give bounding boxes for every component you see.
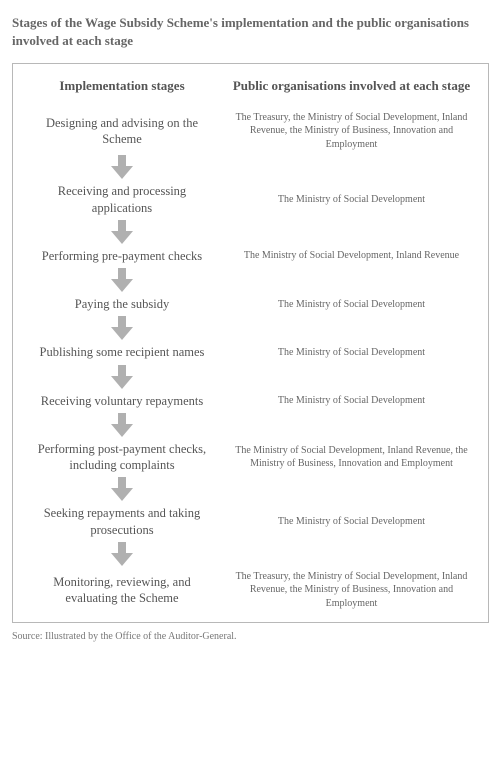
stage-label: Performing pre-payment checks (21, 248, 223, 264)
stage-label: Receiving and processing applications (21, 183, 223, 216)
stages-container: Designing and advising on the SchemeThe … (21, 111, 480, 611)
stage-organisations: The Ministry of Social Development (223, 515, 480, 529)
stage-row: Paying the subsidyThe Ministry of Social… (21, 296, 480, 312)
arrow-cell (21, 361, 223, 393)
stage-label: Publishing some recipient names (21, 344, 223, 360)
stage-row: Publishing some recipient namesThe Minis… (21, 344, 480, 360)
arrow-row (21, 312, 480, 344)
arrow-cell (21, 264, 223, 296)
stage-row: Seeking repayments and taking prosecutio… (21, 505, 480, 538)
arrow-cell (21, 473, 223, 505)
arrow-row (21, 409, 480, 441)
arrow-row (21, 361, 480, 393)
stage-row: Performing pre-payment checksThe Ministr… (21, 248, 480, 264)
down-arrow-icon (111, 316, 133, 340)
stage-organisations: The Ministry of Social Development, Inla… (223, 444, 480, 471)
header-left: Implementation stages (21, 78, 223, 95)
stage-label: Performing post-payment checks, includin… (21, 441, 223, 474)
down-arrow-icon (111, 365, 133, 389)
stage-organisations: The Ministry of Social Development (223, 346, 480, 360)
arrow-cell (21, 409, 223, 441)
stage-row: Designing and advising on the SchemeThe … (21, 111, 480, 152)
arrow-row (21, 473, 480, 505)
down-arrow-icon (111, 220, 133, 244)
arrow-row (21, 216, 480, 248)
arrow-cell (21, 312, 223, 344)
stage-label: Paying the subsidy (21, 296, 223, 312)
figure-title: Stages of the Wage Subsidy Scheme's impl… (12, 14, 489, 49)
down-arrow-icon (111, 413, 133, 437)
down-arrow-icon (111, 477, 133, 501)
stage-row: Monitoring, reviewing, and evaluating th… (21, 570, 480, 611)
stage-label: Designing and advising on the Scheme (21, 115, 223, 148)
source-note: Source: Illustrated by the Office of the… (12, 631, 489, 642)
stage-organisations: The Ministry of Social Development, Inla… (223, 249, 480, 263)
stage-label: Seeking repayments and taking prosecutio… (21, 505, 223, 538)
arrow-row (21, 151, 480, 183)
down-arrow-icon (111, 542, 133, 566)
stage-label: Monitoring, reviewing, and evaluating th… (21, 574, 223, 607)
figure-frame: Implementation stages Public organisatio… (12, 63, 489, 623)
stage-row: Receiving voluntary repaymentsThe Minist… (21, 393, 480, 409)
stage-organisations: The Treasury, the Ministry of Social Dev… (223, 111, 480, 152)
stage-label: Receiving voluntary repayments (21, 393, 223, 409)
stage-organisations: The Treasury, the Ministry of Social Dev… (223, 570, 480, 611)
arrow-row (21, 264, 480, 296)
column-headers: Implementation stages Public organisatio… (21, 78, 480, 95)
stage-organisations: The Ministry of Social Development (223, 193, 480, 207)
stage-organisations: The Ministry of Social Development (223, 298, 480, 312)
stage-organisations: The Ministry of Social Development (223, 394, 480, 408)
arrow-cell (21, 216, 223, 248)
down-arrow-icon (111, 155, 133, 179)
stage-row: Performing post-payment checks, includin… (21, 441, 480, 474)
header-right: Public organisations involved at each st… (223, 78, 480, 95)
arrow-cell (21, 538, 223, 570)
down-arrow-icon (111, 268, 133, 292)
stage-row: Receiving and processing applicationsThe… (21, 183, 480, 216)
arrow-cell (21, 151, 223, 183)
arrow-row (21, 538, 480, 570)
